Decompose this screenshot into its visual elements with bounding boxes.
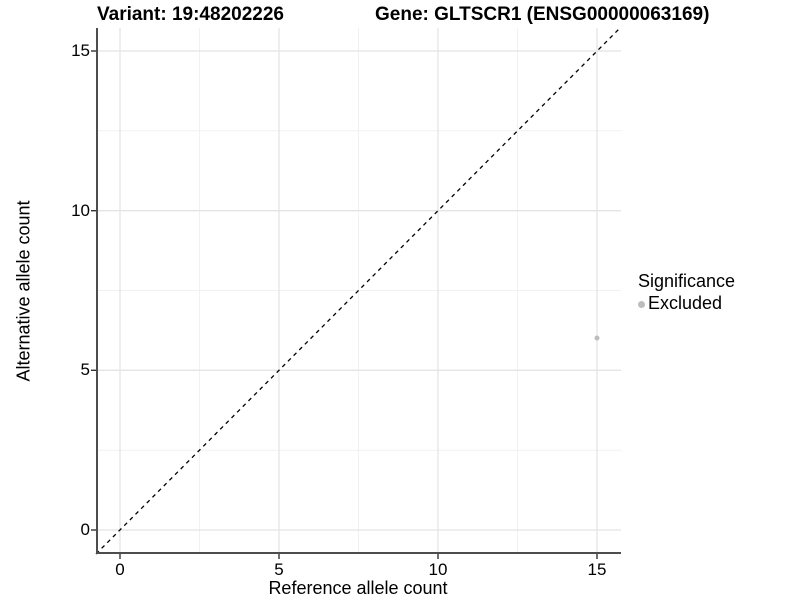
y-tick-label-10: 10 bbox=[71, 200, 90, 220]
x-axis-title: Reference allele count bbox=[268, 578, 448, 598]
y-tick-label-15: 15 bbox=[71, 41, 90, 60]
x-tick-label-10: 10 bbox=[428, 560, 448, 579]
data-point bbox=[594, 335, 600, 341]
legend: Significance Excluded bbox=[638, 271, 735, 314]
y-axis-title: Alternative allele count bbox=[13, 200, 34, 382]
x-tick-label-5: 5 bbox=[274, 560, 284, 579]
tick-marks bbox=[91, 50, 598, 559]
identity-line bbox=[95, 27, 621, 555]
gene-title: Gene: GLTSCR1 (ENSG00000063169) bbox=[375, 4, 710, 25]
legend-item-excluded: Excluded bbox=[638, 293, 735, 314]
y-tick-label-0: 0 bbox=[80, 520, 90, 539]
y-tick-label-5: 5 bbox=[80, 360, 90, 380]
grid-major bbox=[96, 28, 621, 554]
axis-lines bbox=[96, 28, 621, 554]
variant-title: Variant: 19:48202226 bbox=[97, 4, 284, 25]
x-tick-label-0: 0 bbox=[115, 560, 125, 579]
legend-key-dot-icon bbox=[638, 301, 645, 309]
legend-title: Significance bbox=[638, 271, 736, 291]
x-tick-label-15: 15 bbox=[587, 560, 607, 579]
legend-item-label: Excluded bbox=[648, 293, 723, 313]
